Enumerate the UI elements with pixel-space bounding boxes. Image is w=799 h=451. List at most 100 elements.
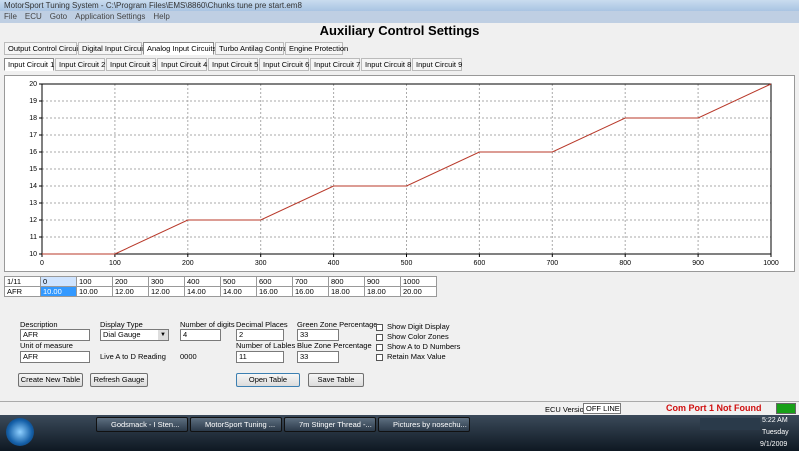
tab[interactable]: Turbo Antilag Control [215,42,289,55]
text-input[interactable]: 4 [180,329,221,341]
y-tick-label: 20 [29,81,37,88]
start-button[interactable] [6,418,34,446]
text-input[interactable]: 11 [236,351,284,363]
button[interactable]: Refresh Gauge [90,373,148,387]
button[interactable]: Save Table [308,373,364,387]
table-cell[interactable]: 900 [364,276,401,287]
tab[interactable]: Output Control Circuits [4,42,84,55]
heading: Auxiliary Control Settings [319,23,480,38]
clock-day: Tuesday [762,429,789,436]
y-tick-label: 11 [30,234,37,241]
table-cell[interactable]: 18.00 [328,286,365,297]
table-cell[interactable]: 14.00 [220,286,257,297]
tab[interactable]: Engine Protection [285,42,348,55]
dropdown-value: Dial Gauge [103,330,141,339]
y-tick-label: 17 [29,132,37,139]
checkbox[interactable] [376,323,383,331]
button[interactable]: Open Table [236,373,300,387]
tab[interactable]: Input Circuit 6 [259,58,309,71]
label: Unit of measure [20,341,73,350]
table-cell[interactable]: 12.00 [112,286,149,297]
tab[interactable]: Input Circuit 2 [55,58,105,71]
data-line [42,83,772,255]
table-cell[interactable]: 12.00 [148,286,185,297]
table-cell[interactable]: 700 [292,276,329,287]
taskbar-button[interactable]: 7m Stinger Thread -... [284,417,376,432]
table-cell[interactable]: 18.00 [364,286,401,297]
status-indicator [776,403,796,414]
menu-item[interactable]: Help [153,12,170,21]
checkbox-label: Retain Max Value [387,352,446,361]
y-tick-label: 12 [29,217,37,224]
tab[interactable]: Input Circuit 3 [106,58,156,71]
checkbox[interactable] [376,333,383,341]
tab[interactable]: Analog Input Circuits [143,42,216,55]
taskbar-button[interactable]: Godsmack - I Sten... [96,417,188,432]
checkbox[interactable] [376,353,383,361]
menu-item[interactable]: Application Settings [75,12,146,21]
tab[interactable]: Input Circuit 7 [310,58,360,71]
text-input[interactable]: 33 [297,351,339,363]
table-cell[interactable]: 200 [112,276,149,287]
y-tick-label: 15 [29,166,37,173]
button[interactable]: Create New Table [18,373,83,387]
menu-item[interactable]: File [4,12,17,21]
table-cell[interactable]: 300 [148,276,185,287]
table-cell[interactable]: AFR [4,286,41,297]
tab[interactable]: Input Circuit 1 [4,58,54,71]
label: Blue Zone Percentage [297,341,372,350]
table-cell[interactable]: 1000 [400,276,437,287]
tab[interactable]: Input Circuit 9 [412,58,462,71]
label: Decimal Places [236,320,288,329]
table-cell[interactable]: 400 [184,276,221,287]
checkbox-group: Show Digit Display Show Color Zones Show A… [376,322,460,362]
checkbox-row: Show A to D Numbers [376,342,460,352]
x-tick-label: 1000 [763,260,779,267]
y-tick-label: 10 [29,251,37,258]
tab[interactable]: Input Circuit 5 [208,58,258,71]
checkbox[interactable] [376,343,383,351]
tab[interactable]: Digital Input Circuits [78,42,149,55]
text-input[interactable]: AFR [20,351,90,363]
table-cell[interactable]: 800 [328,276,365,287]
x-tick-label: 200 [182,260,194,267]
tab[interactable]: Input Circuit 8 [361,58,411,71]
menu-item[interactable]: ECU [24,12,42,21]
tray-icons [700,418,760,430]
x-tick-label: 400 [328,260,340,267]
label: Description [20,320,58,329]
label: Number of digits [180,320,235,329]
x-tick-label: 600 [474,260,486,267]
text-input[interactable]: 33 [297,329,339,341]
menu-item[interactable]: Goto [49,12,68,21]
label: ECU Version [545,405,588,414]
table-cell[interactable]: 600 [256,276,293,287]
table-cell[interactable]: 10.00 [76,286,113,297]
table-cell[interactable]: 0 [40,276,77,287]
table-cell[interactable]: 500 [220,276,257,287]
text-input[interactable]: 2 [236,329,284,341]
table-cell[interactable]: 20.00 [400,286,437,297]
x-tick-label: 300 [255,260,267,267]
label: Live A to D Reading [100,352,166,361]
dropdown[interactable]: Dial Gauge ▼ [100,329,169,341]
table-cell[interactable]: 16.00 [292,286,329,297]
taskbar-button[interactable]: MotorSport Tuning ... [190,417,282,432]
x-tick-label: 900 [692,260,704,267]
table-cell[interactable]: 10.00 [40,286,77,297]
dropdown-arrow[interactable]: ▼ [158,330,168,340]
table-row: AFR 10.00 10.00 12.00 12.00 14.00 14.00 16.00 16… [4,286,437,297]
table-cell[interactable]: 16.00 [256,286,293,297]
x-tick-label: 0 [40,260,44,267]
tab[interactable]: Input Circuit 4 [157,58,207,71]
table-cell[interactable]: 14.00 [184,286,221,297]
plot-frame [41,83,772,255]
data-table: 1/11 0 100 200 300 400 500 600 700 800 900 1000 AFR 1… [4,276,437,297]
menu-bar: File ECU Goto Application Settings Help [0,11,799,23]
table-cell[interactable]: 100 [76,276,113,287]
text-input[interactable]: AFR [20,329,90,341]
table-cell[interactable]: 1/11 [4,276,41,287]
taskbar-button[interactable]: Pictures by nosechu... [378,417,470,432]
